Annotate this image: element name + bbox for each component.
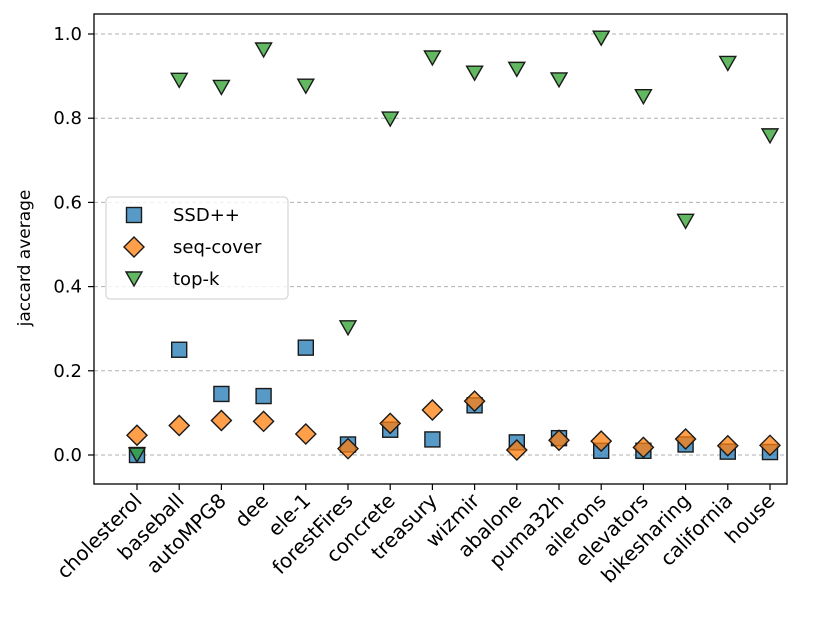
top-k-point bbox=[676, 213, 695, 230]
legend: SSD++ seq-cover top-k bbox=[105, 196, 289, 300]
seq-cover-point bbox=[759, 434, 781, 457]
top-k-point bbox=[254, 42, 273, 59]
legend-marker bbox=[125, 206, 143, 224]
y-tick-label: 0.0 bbox=[53, 445, 82, 466]
legend-box bbox=[105, 196, 289, 300]
seq-cover-point bbox=[126, 424, 148, 447]
seq-cover-point bbox=[632, 436, 655, 459]
y-tick-label: 0.8 bbox=[53, 108, 82, 129]
top-k-point bbox=[423, 50, 442, 67]
y-tick-label: 0.4 bbox=[53, 277, 82, 298]
seq-cover-point bbox=[463, 390, 486, 413]
legend-label-top-k: top-k bbox=[173, 269, 220, 290]
seq-cover-point bbox=[548, 429, 570, 452]
top-k-point bbox=[591, 30, 611, 47]
y-tick-label: 1.0 bbox=[53, 24, 82, 45]
y-tick-label: 0.2 bbox=[53, 361, 82, 382]
seq-cover-point bbox=[337, 437, 359, 460]
seq-cover-point bbox=[421, 398, 444, 421]
top-k-point bbox=[127, 447, 147, 464]
top-k-point bbox=[296, 78, 316, 95]
seq-cover-point bbox=[505, 438, 528, 461]
top-k-point bbox=[718, 55, 738, 72]
top-k-point bbox=[169, 72, 189, 89]
legend-markers bbox=[123, 206, 145, 288]
top-k-point bbox=[634, 89, 653, 106]
x-axis-ticks: cholesterolbaseballautoMPG8deeele-1fores… bbox=[52, 484, 780, 588]
ssd-point bbox=[297, 339, 314, 356]
legend-marker bbox=[123, 236, 145, 258]
seq-cover-point bbox=[674, 428, 697, 450]
seq-cover-point bbox=[716, 434, 739, 457]
y-axis-ticks: 0.0 0.2 0.4 0.6 0.8 1.0 bbox=[53, 24, 94, 466]
top-k-point bbox=[760, 128, 780, 145]
ssd-point bbox=[170, 341, 188, 358]
seq-cover-point bbox=[210, 409, 233, 432]
plot-frame bbox=[93, 13, 788, 485]
top-k-point bbox=[212, 79, 231, 96]
seq-cover-point bbox=[252, 410, 275, 433]
ssd-point bbox=[255, 387, 272, 405]
legend-marker bbox=[124, 271, 144, 288]
ssd-point bbox=[213, 385, 230, 403]
seq-cover-point bbox=[379, 412, 402, 435]
ssd-point bbox=[424, 431, 441, 448]
top-k-point bbox=[380, 111, 400, 128]
data-points bbox=[126, 30, 781, 464]
seq-cover-point bbox=[590, 430, 613, 453]
y-tick-label: 0.6 bbox=[53, 192, 82, 213]
top-k-point bbox=[549, 72, 569, 89]
y-axis-label: jaccard average bbox=[15, 190, 35, 328]
legend-label-seq-cover: seq-cover bbox=[173, 237, 262, 258]
top-k-point bbox=[465, 65, 484, 82]
seq-cover-point bbox=[294, 422, 317, 445]
top-k-point bbox=[338, 320, 358, 337]
top-k-point bbox=[507, 61, 527, 78]
legend-label-ssd: SSD++ bbox=[173, 205, 240, 226]
seq-cover-point bbox=[168, 414, 191, 437]
